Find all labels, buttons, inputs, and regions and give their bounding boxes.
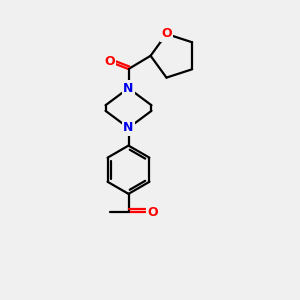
Text: N: N [123, 122, 134, 134]
Text: O: O [147, 206, 158, 219]
Text: O: O [161, 27, 172, 40]
Text: O: O [104, 55, 115, 68]
Text: N: N [123, 82, 134, 95]
